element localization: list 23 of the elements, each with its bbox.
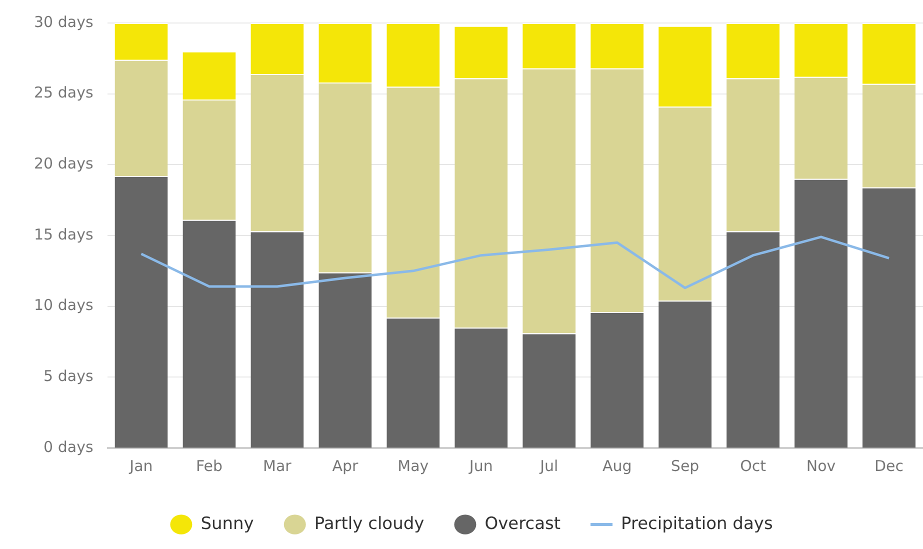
x-tick-label: Nov (806, 456, 836, 475)
x-tick-label: Dec (874, 456, 904, 475)
y-tick-label: 30 days (34, 12, 94, 31)
x-tick-label: Aug (602, 456, 632, 475)
y-tick-label: 0 days (44, 438, 94, 456)
x-tick-label: Jun (468, 456, 493, 475)
x-tick-label: Feb (196, 456, 223, 475)
x-tick-label: Jan (128, 456, 153, 475)
legend-label: Sunny (200, 514, 254, 534)
x-tick-label: Oct (740, 456, 766, 475)
y-tick-label: 15 days (34, 225, 94, 244)
x-tick-label: Mar (263, 456, 292, 475)
legend-label: Precipitation days (621, 514, 773, 534)
legend-label: Partly cloudy (314, 514, 424, 534)
legend-label: Overcast (484, 514, 561, 534)
y-tick-label: 20 days (34, 154, 94, 173)
x-tick-label: Jul (539, 456, 558, 475)
y-tick-label: 25 days (34, 84, 94, 102)
x-tick-label: Apr (332, 456, 359, 475)
x-tick-label: May (398, 456, 429, 475)
y-tick-label: 10 days (34, 296, 94, 314)
y-tick-label: 5 days (44, 367, 94, 386)
x-tick-label: Sep (670, 456, 700, 475)
